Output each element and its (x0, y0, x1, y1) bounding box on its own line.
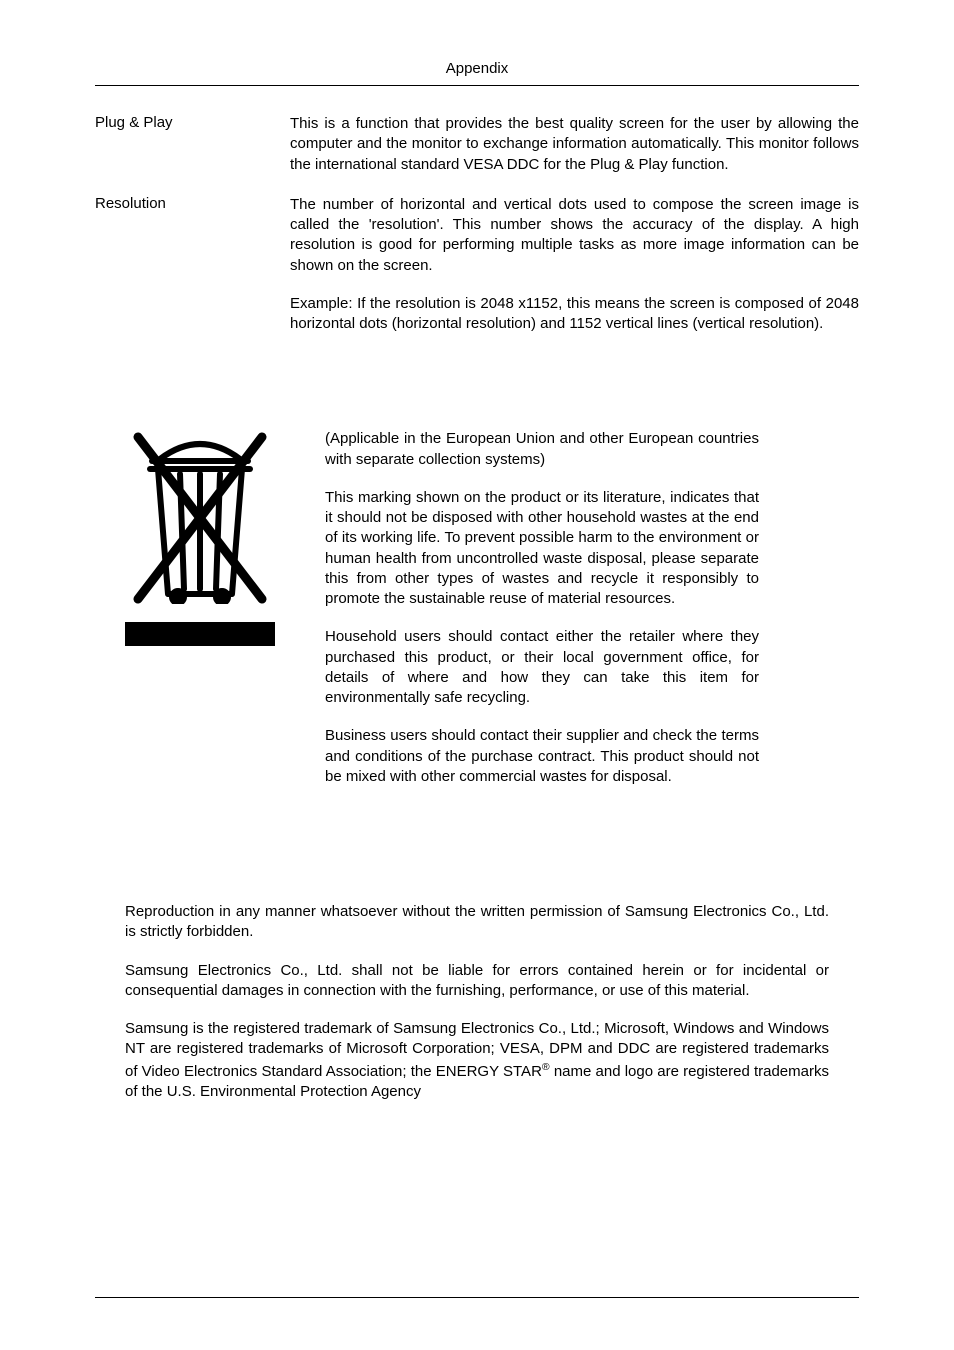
disposal-paragraph: This marking shown on the product or its… (325, 488, 759, 610)
disposal-paragraph: Business users should contact their supp… (325, 726, 759, 787)
disposal-icon-container (95, 429, 290, 787)
weee-crossed-bin-icon (130, 429, 270, 604)
disposal-paragraph: (Applicable in the European Union and ot… (325, 429, 759, 470)
definition-body: The number of horizontal and vertical do… (290, 195, 859, 335)
disposal-text: (Applicable in the European Union and ot… (325, 429, 859, 787)
disposal-paragraph: Household users should contact either th… (325, 627, 759, 708)
legal-paragraph: Samsung Electronics Co., Ltd. shall not … (125, 961, 829, 1002)
weee-underline-bar (125, 622, 275, 646)
disposal-section: (Applicable in the European Union and ot… (95, 429, 859, 787)
page-header: Appendix (95, 60, 859, 86)
definition-paragraph: This is a function that provides the bes… (290, 114, 859, 175)
definition-row: Resolution The number of horizontal and … (95, 195, 859, 335)
definitions-section: Plug & Play This is a function that prov… (95, 114, 859, 334)
definition-paragraph: The number of horizontal and vertical do… (290, 195, 859, 276)
definition-term: Resolution (95, 195, 290, 335)
definition-row: Plug & Play This is a function that prov… (95, 114, 859, 175)
definition-term: Plug & Play (95, 114, 290, 175)
legal-paragraph: Samsung is the registered trademark of S… (125, 1019, 829, 1102)
footer-rule (95, 1297, 859, 1298)
legal-section: Reproduction in any manner whatsoever wi… (95, 902, 859, 1102)
definition-body: This is a function that provides the bes… (290, 114, 859, 175)
definition-paragraph: Example: If the resolution is 2048 x1152… (290, 294, 859, 335)
legal-paragraph: Reproduction in any manner whatsoever wi… (125, 902, 829, 943)
